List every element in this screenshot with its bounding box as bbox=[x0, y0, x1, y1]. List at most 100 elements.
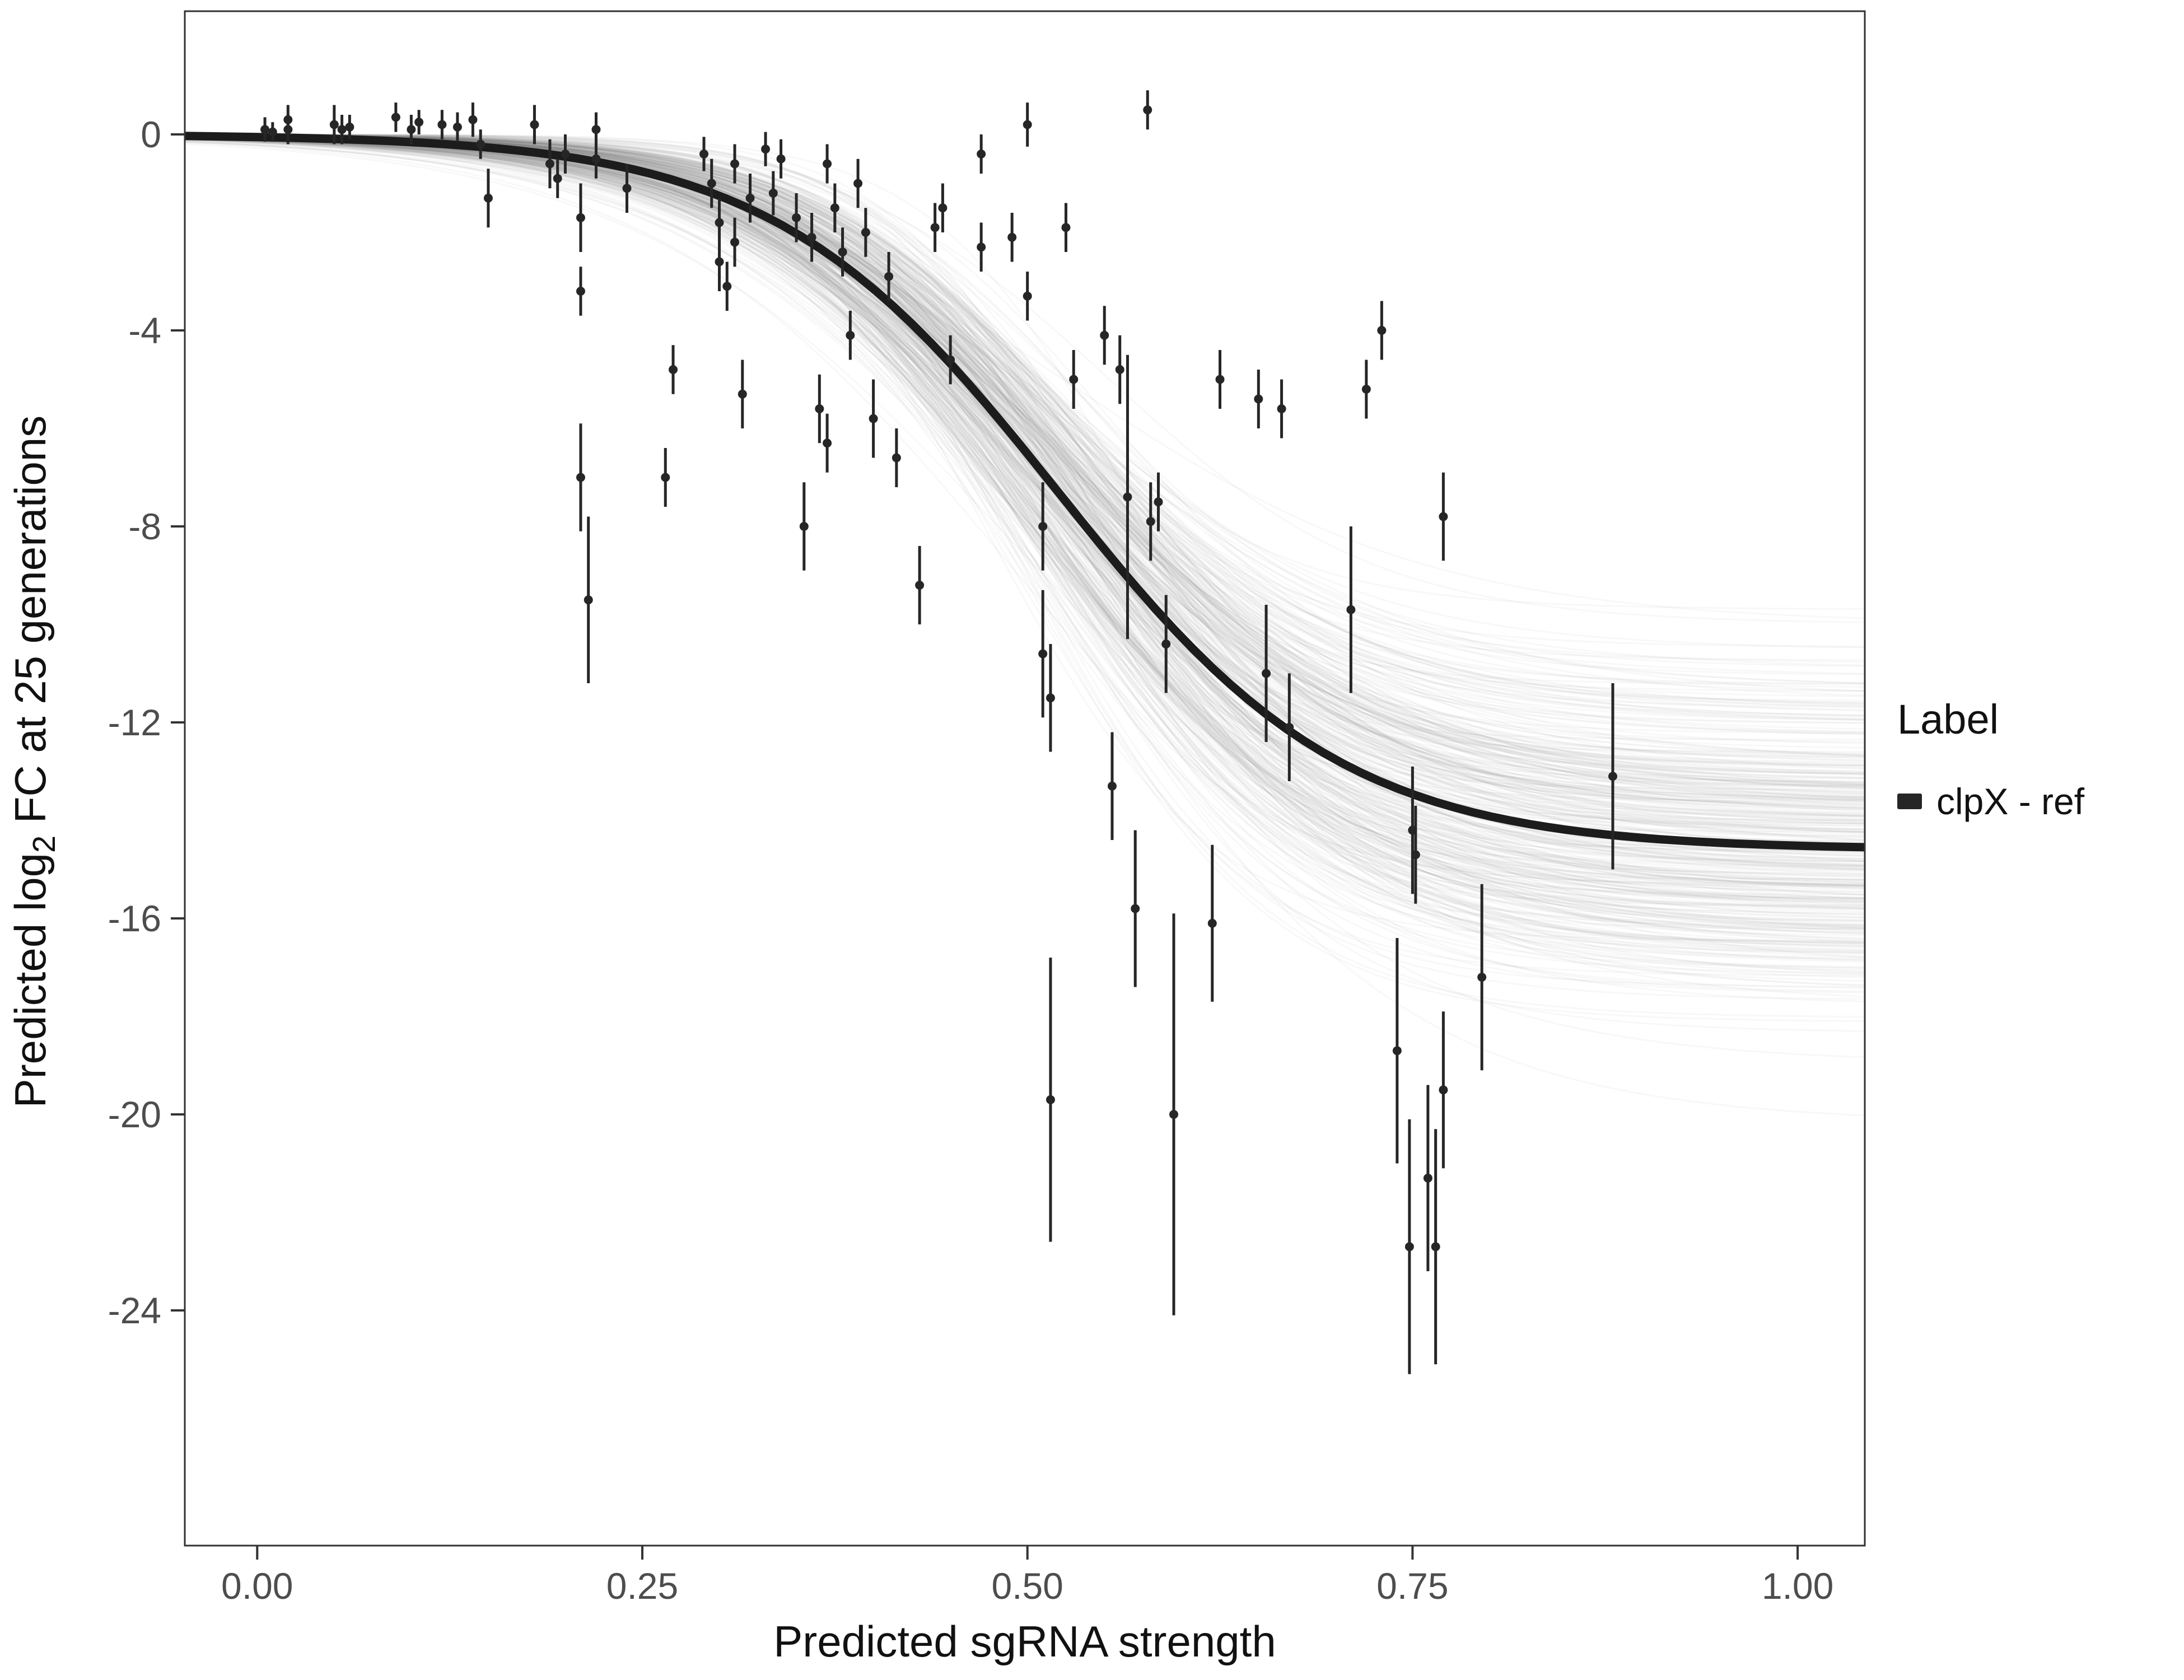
fit-curve bbox=[185, 132, 1865, 852]
data-point bbox=[1143, 105, 1152, 115]
data-point bbox=[930, 223, 940, 232]
data-points bbox=[260, 90, 1617, 1374]
x-tick-label: 0.50 bbox=[991, 1565, 1063, 1607]
y-axis-title: Predicted log2 FC at 25 generations bbox=[5, 416, 62, 1108]
data-point bbox=[853, 179, 863, 188]
data-point bbox=[846, 330, 855, 340]
data-point bbox=[1285, 722, 1294, 732]
data-point bbox=[337, 125, 347, 134]
y-tick-label: -8 bbox=[128, 506, 161, 547]
y-tick-label: -24 bbox=[108, 1290, 161, 1331]
data-point bbox=[699, 149, 709, 158]
data-point bbox=[915, 580, 925, 590]
data-point bbox=[668, 365, 678, 374]
data-point bbox=[329, 120, 339, 129]
y-tick-label: -16 bbox=[108, 898, 161, 939]
data-point bbox=[1061, 223, 1071, 232]
data-point bbox=[622, 184, 632, 193]
data-point bbox=[946, 355, 955, 365]
data-point bbox=[553, 174, 562, 183]
data-point bbox=[661, 473, 670, 482]
data-point bbox=[1123, 492, 1132, 502]
data-point bbox=[799, 521, 809, 531]
data-point bbox=[576, 286, 585, 296]
legend-entry: clpX - ref bbox=[1897, 780, 2084, 823]
data-point bbox=[584, 595, 593, 605]
data-point bbox=[815, 404, 824, 413]
data-point bbox=[1423, 1173, 1432, 1183]
data-point bbox=[1107, 781, 1117, 791]
data-point bbox=[476, 139, 486, 149]
data-point bbox=[1411, 850, 1420, 860]
data-point bbox=[715, 257, 724, 267]
y-tick-label: -12 bbox=[108, 702, 161, 743]
y-axis-ticks: 0 -4 -8 -12 -16 -20 -24 bbox=[108, 114, 185, 1331]
data-point bbox=[861, 227, 870, 237]
data-point bbox=[268, 127, 277, 137]
data-point bbox=[869, 414, 878, 423]
data-point bbox=[892, 453, 901, 463]
data-point bbox=[1477, 972, 1487, 982]
data-point bbox=[715, 218, 724, 227]
data-point bbox=[1007, 232, 1017, 242]
y-tick-label: -4 bbox=[128, 310, 161, 351]
data-point bbox=[823, 159, 832, 169]
legend: Label clpX - ref bbox=[1897, 696, 2084, 823]
data-point bbox=[1439, 1085, 1448, 1095]
data-point bbox=[977, 149, 986, 158]
data-point bbox=[283, 115, 293, 124]
y-tick-label: -20 bbox=[108, 1094, 161, 1135]
data-point bbox=[576, 213, 585, 222]
data-point bbox=[707, 179, 716, 188]
data-point bbox=[1392, 1046, 1402, 1056]
data-point bbox=[452, 122, 462, 132]
panel-border bbox=[184, 10, 1866, 1547]
data-point bbox=[830, 203, 839, 213]
data-point bbox=[792, 213, 801, 222]
data-point bbox=[977, 242, 986, 252]
data-point bbox=[1115, 365, 1124, 374]
y-axis-title-suffix: FC at 25 generations bbox=[6, 415, 55, 836]
x-tick-label: 0.25 bbox=[606, 1565, 678, 1607]
data-point bbox=[1169, 1109, 1179, 1119]
y-axis-title-subscript: 2 bbox=[26, 835, 62, 853]
data-point bbox=[407, 125, 416, 134]
data-point bbox=[884, 272, 894, 281]
y-axis-title-prefix: Predicted log bbox=[6, 853, 55, 1108]
data-point bbox=[576, 473, 585, 482]
data-point bbox=[483, 193, 493, 203]
data-point bbox=[1069, 375, 1079, 384]
data-point bbox=[1277, 404, 1286, 413]
legend-entry-label: clpX - ref bbox=[1936, 781, 2085, 822]
data-point bbox=[730, 237, 740, 247]
legend-title: Label bbox=[1897, 696, 1999, 743]
data-point bbox=[260, 125, 270, 134]
data-point bbox=[1439, 512, 1448, 521]
data-point bbox=[437, 120, 447, 129]
data-point bbox=[1207, 918, 1217, 928]
data-point bbox=[807, 232, 816, 242]
data-point bbox=[1046, 693, 1055, 703]
data-point bbox=[1608, 772, 1617, 781]
data-point bbox=[1215, 375, 1225, 384]
data-point bbox=[1262, 669, 1271, 678]
data-point bbox=[1046, 1095, 1055, 1104]
data-point bbox=[1146, 517, 1155, 526]
data-point bbox=[838, 247, 847, 256]
x-axis-ticks: 0.00 0.25 0.50 0.75 1.00 bbox=[221, 1546, 1833, 1607]
x-tick-label: 1.00 bbox=[1762, 1565, 1833, 1607]
data-point bbox=[414, 118, 424, 127]
y-tick-label: 0 bbox=[141, 114, 161, 155]
data-point bbox=[1404, 1242, 1414, 1252]
data-point bbox=[345, 122, 354, 132]
data-point bbox=[730, 159, 740, 169]
data-point bbox=[1377, 325, 1387, 335]
data-point bbox=[530, 120, 539, 129]
data-point bbox=[1254, 394, 1263, 404]
data-point bbox=[1023, 120, 1032, 129]
data-point bbox=[1346, 605, 1356, 614]
data-point bbox=[561, 149, 570, 158]
x-tick-label: 0.00 bbox=[221, 1565, 293, 1607]
